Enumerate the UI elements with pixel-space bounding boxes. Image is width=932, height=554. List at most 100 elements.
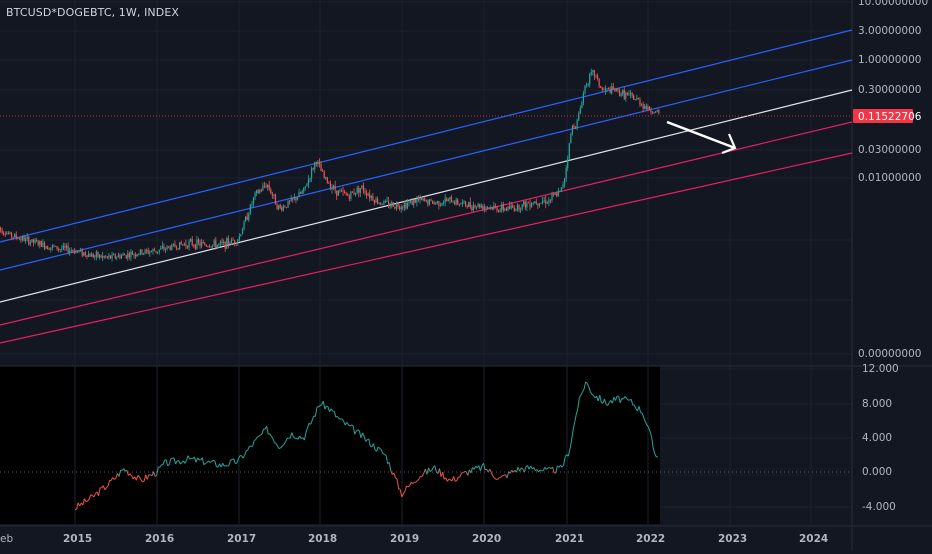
candle-body: [440, 205, 441, 206]
oscillator-segment: [502, 475, 504, 476]
candle-body: [151, 251, 152, 252]
candle-body: [567, 159, 568, 168]
candle-body: [545, 200, 546, 204]
candle-body: [256, 190, 257, 193]
candle-body: [445, 199, 446, 203]
candle-body: [305, 186, 306, 187]
candle-body: [206, 245, 207, 246]
symbol-title[interactable]: BTCUSD*DOGEBTC, 1W, INDEX: [6, 6, 179, 19]
candle-body: [64, 246, 65, 248]
candle-body: [325, 177, 326, 178]
candle-body: [168, 246, 169, 247]
candle-body: [572, 126, 573, 134]
candle-body: [49, 249, 50, 250]
candle-body: [331, 188, 332, 189]
candle-body: [498, 211, 499, 212]
candle-body: [187, 246, 188, 248]
candle-body: [421, 197, 422, 200]
time-tick-label: 2022: [636, 533, 665, 545]
candle-body: [55, 246, 56, 247]
candle-body: [174, 244, 175, 247]
candle-body: [548, 200, 549, 203]
candle-body: [181, 242, 182, 244]
candle-body: [658, 110, 659, 113]
candle-body: [97, 252, 98, 257]
oscillator-segment: [462, 473, 464, 474]
candle-body: [261, 190, 262, 191]
candle-body: [459, 204, 460, 205]
candle-body: [53, 245, 54, 246]
candle-body: [12, 237, 13, 238]
oscillator-tick-label: 0.000: [862, 466, 892, 478]
candle-body: [592, 70, 593, 72]
candle-body: [432, 201, 433, 204]
candle-body: [531, 203, 532, 207]
candle-body: [335, 186, 336, 191]
candle-body: [462, 202, 463, 204]
candle-body: [529, 203, 530, 207]
candle-body: [66, 246, 67, 248]
candle-body: [250, 205, 251, 215]
candle-body: [589, 74, 590, 84]
candle-body: [339, 190, 340, 191]
candle-body: [270, 189, 271, 193]
time-tick-label: 2018: [308, 533, 337, 545]
candle-body: [393, 202, 394, 206]
candle-body: [369, 194, 370, 198]
candle-body: [22, 237, 23, 241]
candle-body: [126, 255, 127, 258]
oscillator-segment: [449, 479, 451, 480]
candle-body: [286, 207, 287, 208]
candle-body: [467, 206, 468, 207]
candle-body: [9, 232, 10, 233]
candle-body: [489, 207, 490, 208]
candle-body: [533, 203, 534, 204]
candle-body: [504, 209, 505, 211]
candle-body: [515, 209, 516, 210]
candle-body: [182, 244, 183, 245]
price-tick-label: 0.03000000: [858, 144, 921, 156]
candle-body: [91, 254, 92, 257]
candle-body: [559, 191, 560, 192]
candle-body: [0, 228, 1, 230]
candle-body: [190, 239, 191, 241]
candle-body: [647, 106, 648, 109]
candle-body: [160, 248, 161, 249]
candle-body: [507, 206, 508, 210]
candle-body: [75, 251, 76, 254]
candle-body: [196, 239, 197, 248]
candle-body: [199, 243, 200, 246]
candle-body: [247, 217, 248, 220]
candle-body: [58, 249, 59, 250]
candle-body: [492, 207, 493, 209]
candle-body: [152, 249, 153, 251]
candle-body: [262, 186, 263, 191]
last-price-label: 0.11522706: [858, 111, 922, 123]
candle-body: [166, 246, 167, 249]
candle-body: [377, 199, 378, 204]
candle-body: [264, 186, 265, 187]
candle-body: [107, 257, 108, 258]
candle-body: [231, 240, 232, 244]
candle-body: [185, 244, 186, 246]
candle-body: [80, 250, 81, 251]
candle-body: [63, 246, 64, 249]
candle-body: [82, 250, 83, 256]
candle-body: [595, 76, 596, 77]
candle-body: [415, 199, 416, 202]
candle-body: [427, 200, 428, 205]
candle-body: [105, 257, 106, 258]
candle-body: [78, 251, 79, 252]
candle-body: [52, 245, 53, 247]
candle-body: [341, 191, 342, 192]
candle-body: [33, 239, 34, 243]
candle-body: [104, 256, 105, 257]
candle-body: [193, 245, 194, 246]
candle-body: [221, 242, 222, 243]
candle-body: [586, 85, 587, 86]
time-tick-label: eb: [0, 533, 13, 545]
candle-body: [111, 254, 112, 258]
candle-body: [313, 168, 314, 169]
candle-body: [137, 254, 138, 256]
